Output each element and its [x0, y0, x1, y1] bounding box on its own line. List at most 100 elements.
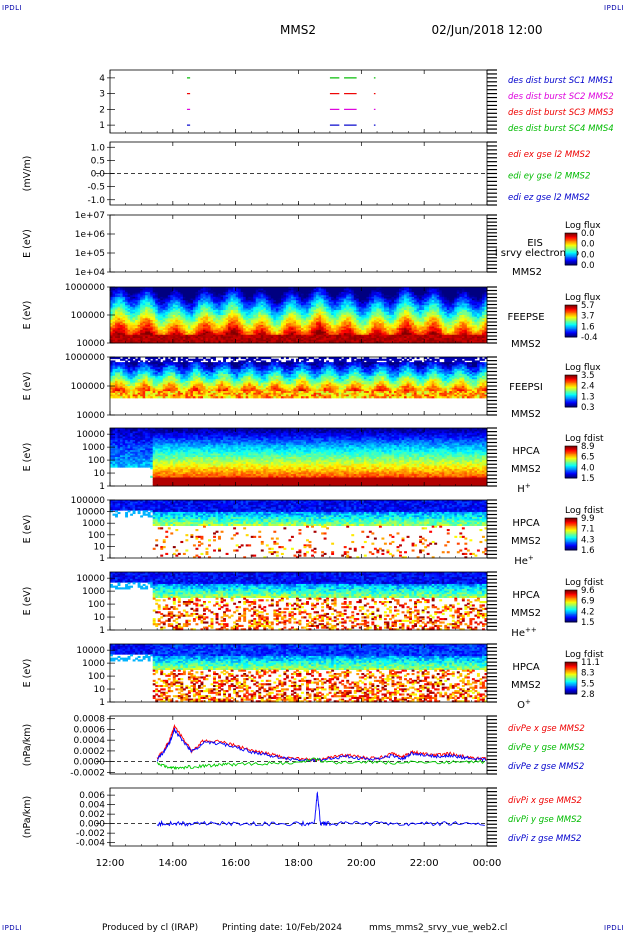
- y-tick-label: 0.006: [79, 791, 105, 801]
- legend-entry: divPe y gse MMS2: [508, 743, 585, 753]
- y-tick-label: 3: [99, 90, 105, 100]
- panel-feepsi: 1000000 100000 10000 E (eV) FEEPSI MMS2 Log fl…: [22, 353, 601, 421]
- time-tick-label: 14:00: [158, 858, 187, 869]
- y-tick-label: 100000: [71, 311, 106, 321]
- colorbar-label: 0.0: [581, 229, 595, 239]
- legend-entry: des dist burst SC1 MMS1: [508, 76, 614, 86]
- colorbar-label: 5.5: [581, 679, 595, 689]
- colorbar-label: 9.9: [581, 514, 595, 524]
- panel-hpca_h: 10000 1000 100 10 1 E (eV) HPCA MMS2 H+ Log fdist…: [22, 427, 604, 495]
- time-tick-label: 12:00: [96, 858, 125, 869]
- y-tick-label: 1000000: [65, 353, 105, 363]
- colorbar-label: 2.8: [581, 690, 595, 700]
- colorbar-feepsi: [564, 374, 578, 408]
- colorbar-label: 3.5: [581, 371, 595, 381]
- plot-mission-title: MMS2: [280, 23, 316, 37]
- y-axis-label: (mV/m): [22, 156, 33, 192]
- panel-feepse: 1000000 100000 10000 E (eV) FEEPSE MMS2 Log fl…: [22, 283, 601, 350]
- colorbar-title-hpca_he: Log fdist: [565, 506, 604, 516]
- colorbar-label: 4.0: [581, 463, 595, 473]
- y-tick-label: -0.0002: [70, 768, 105, 778]
- colorbar-label: 4.3: [581, 535, 595, 545]
- instrument-sublabel: l srvy electron to: [495, 248, 579, 259]
- instrument-label: FEEPSI: [509, 382, 543, 393]
- corner-label-top-left: IPDLI: [2, 4, 22, 12]
- series-line: [156, 723, 487, 763]
- y-tick-label: 10: [94, 469, 106, 479]
- series-line: [156, 757, 486, 771]
- y-axis-label: (nPa/km): [22, 724, 33, 767]
- colorbar-label: 8.9: [581, 442, 595, 452]
- y-tick-label: 100: [88, 456, 105, 466]
- y-tick-label: 1e+06: [75, 230, 106, 240]
- panel-hpca_o: 10000 1000 100 10 1 E (eV) HPCA MMS2 O+ Log fdist…: [22, 643, 604, 711]
- y-tick-label: 1000: [82, 443, 105, 453]
- colorbar-label: 2.4: [581, 382, 595, 392]
- y-tick-label: 1e+07: [75, 211, 105, 221]
- colorbar-title-hpca_he2: Log fdist: [565, 578, 604, 588]
- colorbar-title-eis: Log flux: [565, 221, 601, 231]
- y-tick-label: 1000: [82, 587, 105, 597]
- colorbar-label: 1.5: [581, 618, 595, 628]
- series-line: [156, 791, 485, 828]
- y-tick-label: 0.0002: [74, 747, 106, 757]
- instrument-label: FEEPSE: [507, 312, 544, 323]
- y-tick-label: 10000: [76, 508, 105, 518]
- time-tick-label: 22:00: [410, 858, 439, 869]
- y-tick-label: 100000: [71, 496, 106, 506]
- instrument-label: HPCA: [512, 590, 540, 601]
- y-tick-label: 0.0006: [74, 725, 106, 735]
- colorbar-hpca_h: [564, 445, 578, 479]
- panels-group: 1 2 3 4 des dist burst SC1 MMS1 des dist burs…: [22, 69, 614, 849]
- instrument-mission: MMS2: [511, 608, 541, 619]
- y-tick-label: 0.0000: [74, 758, 106, 768]
- colorbar-title-hpca_o: Log fdist: [565, 650, 604, 660]
- time-tick-label: 20:00: [347, 858, 376, 869]
- y-tick-label: -1.0: [87, 196, 105, 206]
- footer-produced-by: Produced by cl (IRAP): [102, 923, 198, 933]
- y-tick-label: 1: [99, 482, 105, 492]
- colorbar-label: 7.1: [581, 525, 595, 535]
- colorbar-label: 3.7: [581, 312, 595, 322]
- panel-hpca_he2: 10000 1000 100 10 1 E (eV) HPCA MMS2 He++ Log fdi…: [22, 571, 604, 639]
- y-tick-label: 1: [99, 121, 105, 131]
- y-tick-label: 1: [99, 698, 105, 708]
- colorbar-label: 4.2: [581, 607, 595, 617]
- colorbar-title-feepse: Log flux: [565, 293, 601, 303]
- colorbar-title-hpca_h: Log fdist: [565, 434, 604, 444]
- y-tick-label: 1e+04: [75, 268, 106, 278]
- y-axis-label: E (eV): [22, 229, 33, 258]
- time-tick-label: 16:00: [221, 858, 250, 869]
- y-tick-label: 0.000: [79, 820, 105, 830]
- instrument-mission: MMS2: [511, 680, 541, 691]
- y-tick-label: 100: [88, 672, 105, 682]
- y-tick-label: 10: [94, 685, 106, 695]
- footer-printing-date: Printing date: 10/Feb/2024: [222, 923, 342, 933]
- colorbar-label: 6.5: [581, 453, 595, 463]
- y-axis-label: E (eV): [22, 659, 33, 688]
- instrument-label: EIS: [527, 238, 543, 249]
- instrument-mission: MMS2: [512, 267, 542, 278]
- y-axis-label: E (eV): [22, 443, 33, 472]
- colorbar-title-feepsi: Log flux: [565, 363, 601, 373]
- y-tick-label: 10000: [76, 646, 105, 656]
- panel-frame-eis: [109, 214, 488, 273]
- y-tick-label: 10: [94, 542, 106, 552]
- y-tick-label: 0.5: [91, 156, 105, 166]
- colorbar-label: 0.0: [581, 261, 595, 271]
- legend-entry: divPe x gse MMS2: [508, 724, 585, 734]
- footer-file: mms_mms2_srvy_vue_web2.cl: [369, 923, 507, 933]
- y-tick-label: 10000: [76, 430, 105, 440]
- legend-entry: divPi z gse MMS2: [508, 834, 581, 844]
- plot-datetime: 02/Jun/2018 12:00: [431, 23, 542, 37]
- colorbar-hpca_he2: [564, 589, 578, 623]
- y-tick-label: 2: [99, 105, 105, 115]
- colorbar-feepse: [564, 304, 578, 338]
- y-tick-label: 0.002: [79, 810, 105, 820]
- instrument-label: HPCA: [512, 518, 540, 529]
- panel-burst: 1 2 3 4 des dist burst SC1 MMS1 des dist burs…: [99, 69, 614, 134]
- y-tick-label: -0.004: [76, 839, 105, 849]
- y-tick-label: 1000000: [65, 283, 105, 293]
- instrument-mission: MMS2: [511, 409, 541, 420]
- y-tick-label: -0.002: [76, 829, 105, 839]
